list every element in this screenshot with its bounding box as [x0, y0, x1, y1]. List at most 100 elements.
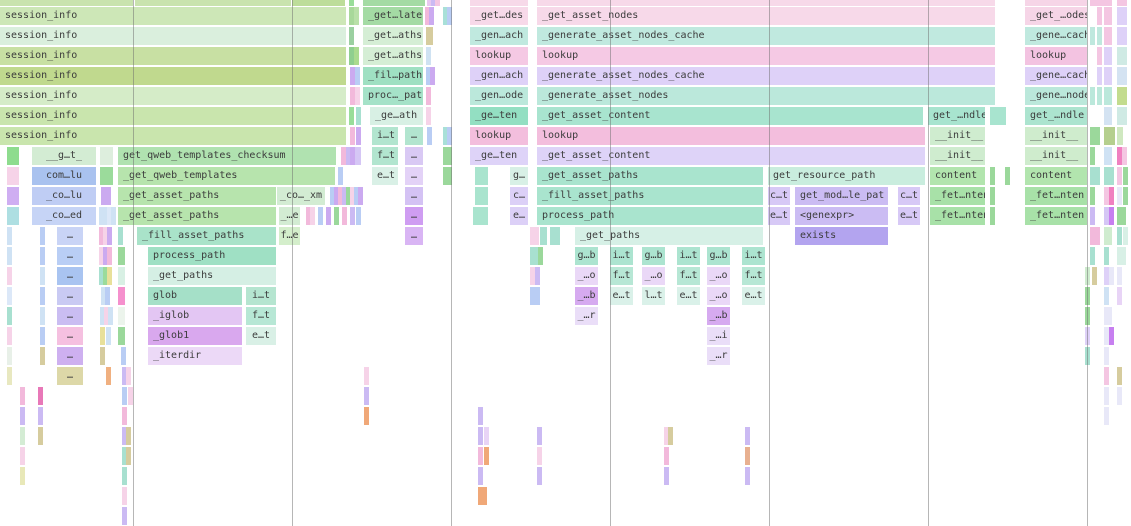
- frame[interactable]: c…: [510, 187, 528, 205]
- frame-sliver[interactable]: [126, 367, 131, 385]
- frame-sliver[interactable]: [1090, 27, 1095, 45]
- frame[interactable]: _…r: [575, 307, 598, 325]
- frame-sliver[interactable]: [122, 427, 127, 445]
- frame-sliver[interactable]: [1090, 247, 1095, 265]
- frame[interactable]: _generate_asset_nodes: [537, 87, 995, 105]
- frame-sliver[interactable]: [447, 7, 452, 25]
- frame-sliver[interactable]: [478, 467, 483, 485]
- frame[interactable]: …: [57, 327, 83, 345]
- frame-sliver[interactable]: [1097, 7, 1102, 25]
- frame-sliver[interactable]: [354, 7, 359, 25]
- frame-sliver[interactable]: [100, 347, 105, 365]
- frame-sliver[interactable]: [107, 247, 112, 265]
- frame[interactable]: lookup: [470, 127, 528, 145]
- frame-sliver[interactable]: [1117, 127, 1123, 145]
- frame[interactable]: _…o: [575, 267, 598, 285]
- frame-sliver[interactable]: [310, 207, 315, 225]
- frame-sliver[interactable]: [122, 487, 127, 505]
- frame-sliver[interactable]: [478, 427, 483, 445]
- frame-sliver[interactable]: [99, 227, 104, 245]
- frame[interactable]: e…t: [372, 167, 398, 185]
- frame[interactable]: glob: [148, 287, 242, 305]
- frame-sliver[interactable]: [38, 387, 43, 405]
- frame-sliver[interactable]: [1117, 167, 1122, 185]
- frame[interactable]: f…t: [742, 267, 765, 285]
- frame-sliver[interactable]: [1123, 167, 1128, 185]
- frame-sliver[interactable]: [1095, 227, 1100, 245]
- frame[interactable]: _iglob: [148, 307, 242, 325]
- frame-sliver[interactable]: [104, 307, 109, 325]
- frame-sliver[interactable]: [990, 167, 995, 185]
- frame-sliver[interactable]: [534, 227, 539, 245]
- frame-sliver[interactable]: [7, 327, 12, 345]
- frame-sliver[interactable]: [1117, 87, 1127, 105]
- frame[interactable]: _generate_asset_nodes_cache: [537, 67, 995, 85]
- frame[interactable]: _get…des: [470, 7, 528, 25]
- frame-sliver[interactable]: [7, 287, 12, 305]
- frame-sliver[interactable]: [530, 227, 535, 245]
- frame[interactable]: com…lu: [32, 167, 96, 185]
- frame-sliver[interactable]: [118, 247, 125, 265]
- frame-sliver[interactable]: [355, 87, 360, 105]
- frame-sliver[interactable]: [7, 307, 12, 325]
- frame-sliver[interactable]: [364, 387, 369, 405]
- frame-sliver[interactable]: [99, 267, 104, 285]
- frame[interactable]: f…t: [677, 267, 700, 285]
- frame[interactable]: i…t: [372, 127, 398, 145]
- frame[interactable]: i…t: [677, 247, 700, 265]
- frame-sliver[interactable]: [431, 0, 436, 6]
- frame-sliver[interactable]: [447, 127, 452, 145]
- frame-sliver[interactable]: [326, 207, 331, 225]
- frame-sliver[interactable]: [1104, 87, 1112, 105]
- frame-sliver[interactable]: [20, 447, 25, 465]
- frame-sliver[interactable]: [101, 287, 106, 305]
- frame[interactable]: process_path: [148, 247, 276, 265]
- frame[interactable]: __init__: [1025, 127, 1087, 145]
- frame-sliver[interactable]: [1097, 67, 1102, 85]
- frame[interactable]: exists: [795, 227, 888, 245]
- frame-sliver[interactable]: [40, 267, 45, 285]
- frame[interactable]: process_path: [537, 207, 763, 225]
- frame-sliver[interactable]: [1095, 167, 1100, 185]
- frame-sliver[interactable]: [1117, 67, 1127, 85]
- frame-sliver[interactable]: [7, 247, 12, 265]
- frame-sliver[interactable]: [1090, 187, 1095, 205]
- frame-sliver[interactable]: [530, 247, 535, 265]
- frame-sliver[interactable]: [1090, 0, 1112, 6]
- frame-sliver[interactable]: [20, 427, 25, 445]
- frame-sliver[interactable]: [1104, 227, 1112, 245]
- frame-sliver[interactable]: [1117, 247, 1126, 265]
- frame[interactable]: i…t: [610, 247, 633, 265]
- frame-sliver[interactable]: [330, 187, 335, 205]
- frame[interactable]: i…t: [246, 287, 276, 305]
- frame[interactable]: _get_qweb_templates: [118, 167, 335, 185]
- frame-sliver[interactable]: [1117, 7, 1127, 25]
- frame-sliver[interactable]: [7, 347, 12, 365]
- frame[interactable]: e…t: [610, 287, 633, 305]
- frame-sliver[interactable]: [350, 67, 355, 85]
- frame-sliver[interactable]: [1104, 47, 1112, 65]
- frame-sliver[interactable]: [111, 207, 116, 225]
- frame[interactable]: e…t: [246, 327, 276, 345]
- frame-sliver[interactable]: [1117, 207, 1126, 225]
- frame-sliver[interactable]: [426, 67, 431, 85]
- frame-sliver[interactable]: [1095, 127, 1100, 145]
- frame-sliver[interactable]: [1104, 187, 1109, 205]
- frame-sliver[interactable]: [350, 187, 355, 205]
- frame-sliver[interactable]: [1104, 67, 1112, 85]
- frame[interactable]: …: [405, 227, 423, 245]
- frame-sliver[interactable]: [1117, 187, 1122, 205]
- frame[interactable]: _fet…nten: [930, 207, 985, 225]
- frame[interactable]: i…t: [742, 247, 765, 265]
- frame[interactable]: _ge…ten: [470, 147, 528, 165]
- frame-sliver[interactable]: [1117, 47, 1127, 65]
- frame-sliver[interactable]: [475, 187, 488, 205]
- frame-sliver[interactable]: [118, 227, 123, 245]
- frame-sliver[interactable]: [1090, 207, 1095, 225]
- frame-sliver[interactable]: [106, 187, 111, 205]
- frame[interactable]: _iterdir: [148, 347, 242, 365]
- frame[interactable]: _ge…ath: [370, 107, 423, 125]
- frame[interactable]: f…e: [279, 227, 300, 245]
- frame-sliver[interactable]: [7, 147, 19, 165]
- frame-sliver[interactable]: [1117, 0, 1127, 6]
